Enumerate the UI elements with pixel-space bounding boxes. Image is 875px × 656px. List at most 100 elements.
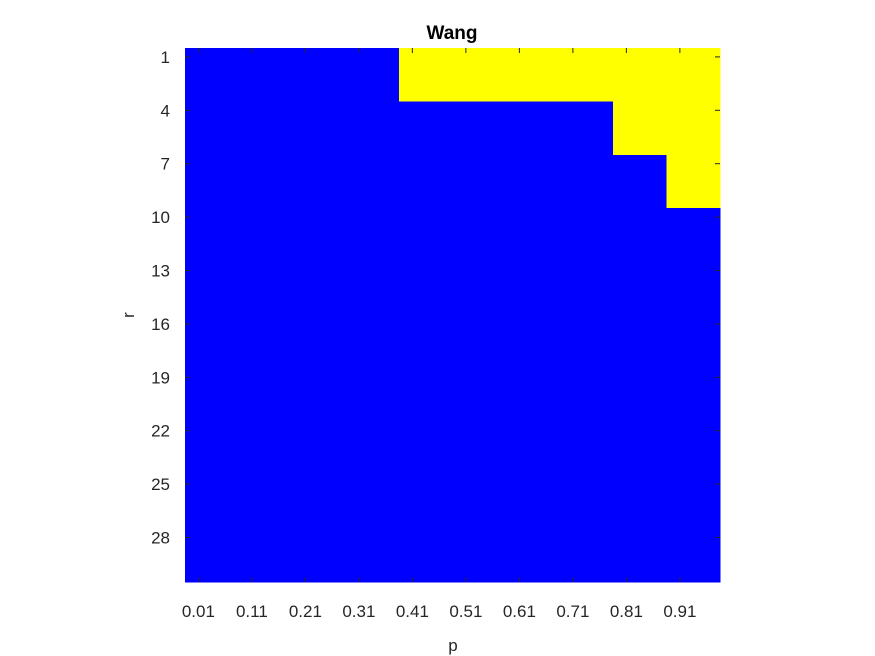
- heatmap-cell: [452, 65, 480, 85]
- heatmap-cell: [639, 510, 668, 530]
- heatmap-cell: [211, 172, 240, 191]
- heatmap-cell: [345, 439, 373, 458]
- heatmap-cell: [372, 404, 400, 423]
- heatmap-cell: [292, 421, 320, 441]
- heatmap-cell: [318, 315, 347, 334]
- heatmap-cell: [399, 386, 427, 405]
- heatmap-cell: [265, 226, 293, 245]
- heatmap-cell: [345, 564, 373, 583]
- heatmap-cell: [372, 83, 400, 102]
- heatmap-cell: [318, 546, 347, 565]
- heatmap-cell: [586, 297, 614, 316]
- heatmap-cell: [639, 208, 668, 227]
- heatmap-cell: [238, 65, 266, 85]
- heatmap-cell: [425, 154, 454, 174]
- heatmap-cell: [452, 564, 480, 583]
- y-tick-label: 25: [151, 475, 170, 494]
- heatmap-cell: [506, 510, 534, 530]
- heatmap-cell: [639, 154, 668, 174]
- heatmap-cell: [666, 404, 694, 423]
- heatmap-cell: [639, 386, 668, 405]
- heatmap-cell: [399, 137, 427, 156]
- heatmap-cell: [265, 439, 293, 458]
- heatmap-cell: [479, 315, 507, 334]
- heatmap-cell: [532, 493, 561, 512]
- heatmap-cell: [586, 137, 614, 156]
- y-tick-label: 4: [161, 101, 170, 120]
- heatmap-cell: [452, 101, 480, 120]
- heatmap-cell: [559, 172, 587, 191]
- heatmap-cell: [479, 243, 507, 263]
- heatmap-cell: [559, 261, 587, 280]
- heatmap-cell: [211, 475, 240, 494]
- heatmap-cell: [666, 101, 694, 120]
- heatmap-cell: [613, 332, 641, 352]
- heatmap-cell: [292, 226, 320, 245]
- heatmap-cell: [372, 65, 400, 85]
- heatmap-cell: [345, 368, 373, 387]
- heatmap-cell: [452, 332, 480, 352]
- heatmap-cell: [693, 457, 721, 476]
- heatmap-cell: [506, 208, 534, 227]
- heatmap-cell: [425, 279, 454, 298]
- heatmap-cell: [559, 154, 587, 174]
- heatmap-cell: [666, 421, 694, 441]
- y-tick-label: 16: [151, 315, 170, 334]
- heatmap-cell: [185, 48, 213, 67]
- heatmap-cell: [425, 315, 454, 334]
- heatmap-cell: [425, 261, 454, 280]
- heatmap-cell: [399, 243, 427, 263]
- heatmap-cell: [345, 279, 373, 298]
- heatmap-cell: [586, 226, 614, 245]
- heatmap-cell: [693, 297, 721, 316]
- heatmap-cell: [559, 564, 587, 583]
- heatmap-cell: [559, 457, 587, 476]
- heatmap-cell: [292, 528, 320, 547]
- heatmap-cell: [559, 297, 587, 316]
- heatmap-cell: [345, 208, 373, 227]
- heatmap-cell: [372, 208, 400, 227]
- heatmap-cell: [559, 475, 587, 494]
- heatmap-cell: [265, 493, 293, 512]
- x-tick-label: 0.11: [236, 602, 268, 621]
- heatmap-cell: [479, 475, 507, 494]
- heatmap-cell: [345, 421, 373, 441]
- heatmap-cell: [613, 404, 641, 423]
- heatmap-cell: [479, 350, 507, 369]
- heatmap-cell: [452, 297, 480, 316]
- heatmap-cell: [292, 493, 320, 512]
- heatmap-cell: [586, 350, 614, 369]
- heatmap-cell: [345, 48, 373, 67]
- heatmap-cell: [586, 172, 614, 191]
- heatmap-cell: [586, 421, 614, 441]
- heatmap-cell: [479, 439, 507, 458]
- heatmap-cell: [185, 421, 213, 441]
- heatmap-cell: [238, 421, 266, 441]
- heatmap-cell: [452, 83, 480, 102]
- heatmap-cell: [506, 475, 534, 494]
- heatmap-cell: [479, 101, 507, 120]
- y-tick-label: 28: [151, 529, 170, 548]
- heatmap-cell: [372, 510, 400, 530]
- heatmap-cell: [425, 421, 454, 441]
- heatmap-cell: [639, 261, 668, 280]
- heatmap-cell: [372, 546, 400, 565]
- heatmap-cell: [666, 208, 694, 227]
- heatmap-cell: [693, 368, 721, 387]
- heatmap-cell: [425, 439, 454, 458]
- heatmap-cell: [238, 564, 266, 583]
- heatmap-cell: [292, 65, 320, 85]
- heatmap-cell: [506, 386, 534, 405]
- heatmap-cell: [666, 510, 694, 530]
- x-tick-label: 0.71: [556, 602, 589, 621]
- heatmap-cell: [318, 101, 347, 120]
- heatmap-cell: [292, 350, 320, 369]
- heatmap-cell: [559, 65, 587, 85]
- heatmap-cell: [399, 226, 427, 245]
- heatmap-cell: [399, 190, 427, 209]
- chart-title: Wang: [426, 23, 477, 44]
- heatmap-cell: [265, 368, 293, 387]
- heatmap-cell: [639, 190, 668, 209]
- heatmap-cell: [506, 421, 534, 441]
